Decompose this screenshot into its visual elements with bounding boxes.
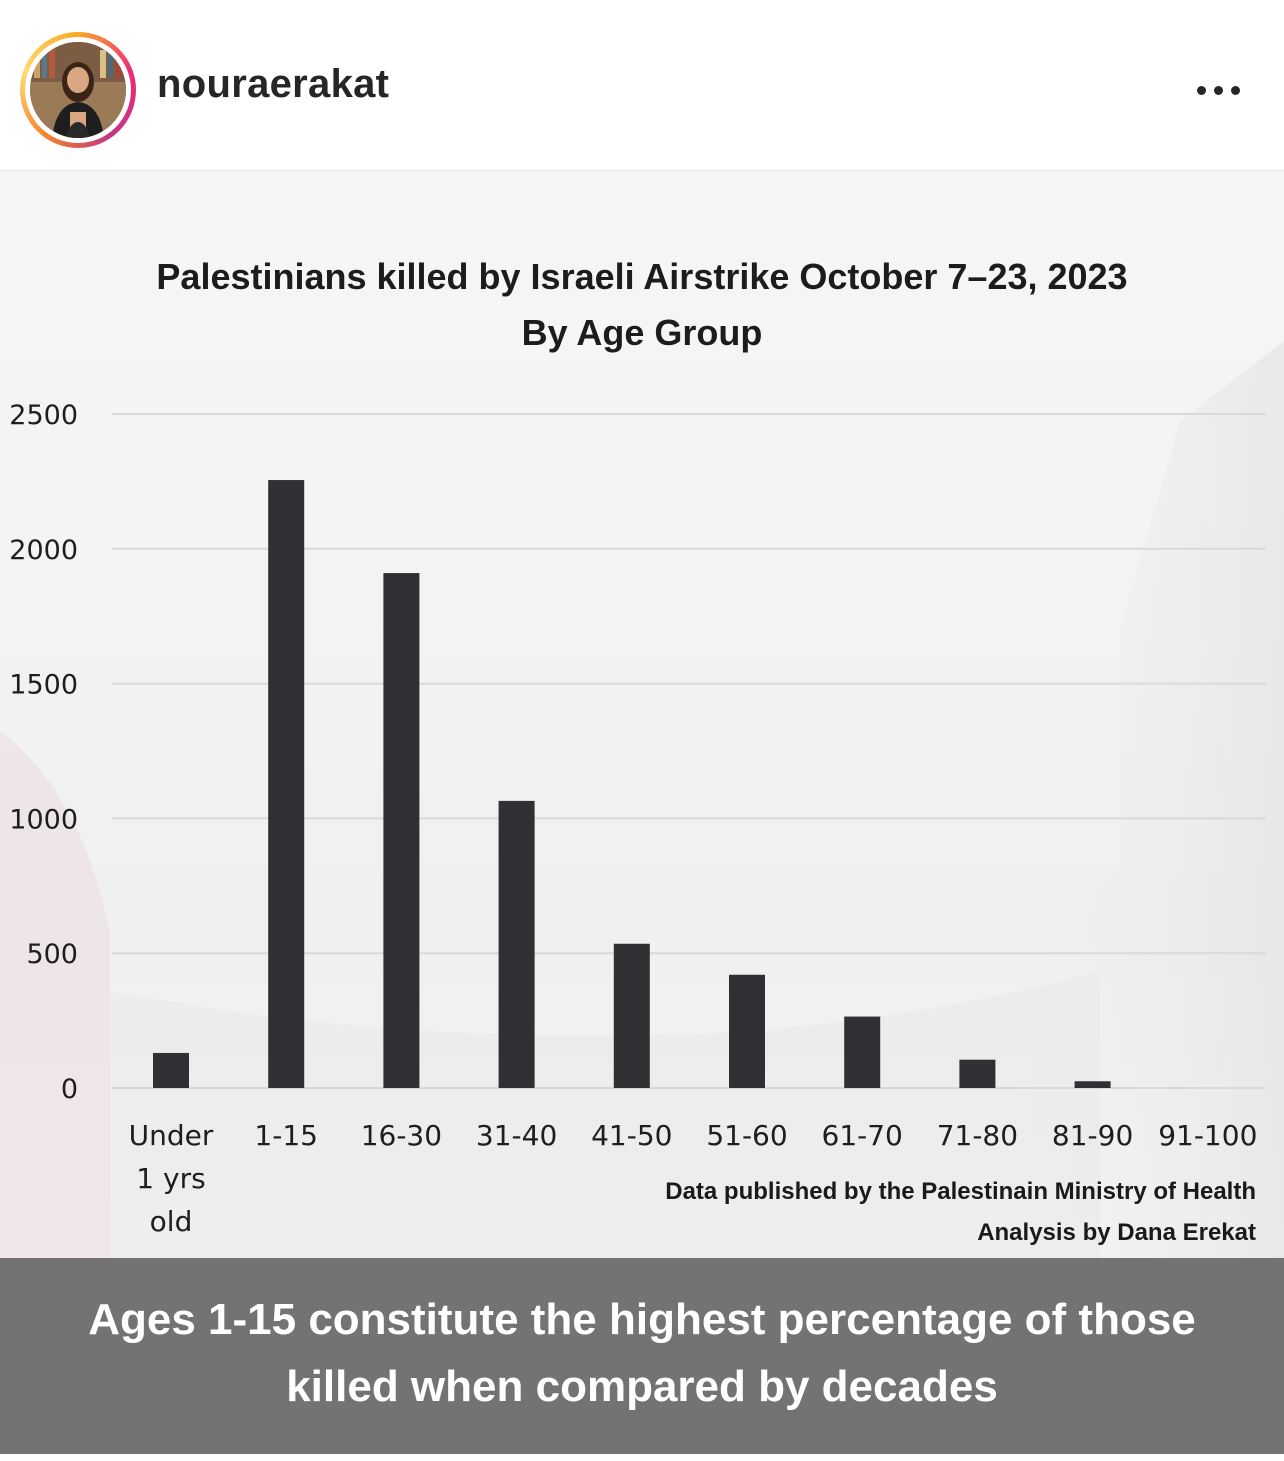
caption: Ages 1-15 constitute the highest percent…	[0, 1286, 1284, 1420]
bar	[729, 974, 765, 1088]
y-tick-label: 1000	[9, 804, 78, 835]
bar	[613, 943, 650, 1088]
profile-photo-icon	[30, 42, 126, 138]
y-tick-label: 1500	[9, 670, 78, 701]
bar	[959, 1059, 996, 1088]
x-tick-label: 1-15	[254, 1119, 318, 1152]
bar	[268, 480, 305, 1088]
x-tick-label: 81-90	[1052, 1119, 1133, 1152]
bar	[383, 573, 420, 1088]
source-line-1: Data published by the Palestinain Minist…	[665, 1178, 1256, 1205]
chart-title-line-1: Palestinians killed by Israeli Airstrike…	[156, 256, 1128, 297]
bottom-strip	[0, 1454, 1284, 1461]
chart-title: Palestinians killed by Israeli Airstrike…	[0, 249, 1284, 361]
x-tick-label: 61-70	[822, 1119, 903, 1152]
source-line-2: Analysis by Dana Erekat	[977, 1219, 1256, 1246]
y-tick-label: 2500	[9, 400, 78, 431]
x-tick-label: 51-60	[706, 1119, 787, 1152]
x-tick-label: 71-80	[937, 1119, 1018, 1152]
x-tick-label: 16-30	[361, 1119, 442, 1152]
bar	[153, 1052, 189, 1088]
x-tick-label: 1 yrs	[136, 1162, 205, 1195]
bar	[1074, 1081, 1111, 1088]
x-tick-label: 91-100	[1158, 1119, 1257, 1152]
username[interactable]: nouraerakat	[157, 62, 390, 106]
bar	[498, 800, 535, 1088]
bar-chart: 0 500 1000 1500 2000 2500 Under 1 yrs old 1-15 16-…	[9, 400, 1266, 1238]
caption-line-2: killed when compared by decades	[286, 1362, 998, 1411]
bar	[844, 1016, 881, 1088]
caption-line-1: Ages 1-15 constitute the highest percent…	[88, 1295, 1196, 1344]
chart-image: Palestinians killed by Israeli Airstrike…	[0, 171, 1284, 1258]
x-tick-label: old	[150, 1205, 193, 1238]
caption-band: Ages 1-15 constitute the highest percent…	[0, 1258, 1284, 1454]
more-options-button[interactable]	[1186, 70, 1250, 110]
story-ring[interactable]	[20, 32, 136, 148]
y-tick-label: 0	[61, 1074, 78, 1105]
x-tick-label: Under	[129, 1119, 214, 1152]
avatar[interactable]	[30, 42, 126, 138]
chart-title-line-2: By Age Group	[521, 312, 763, 353]
x-tick-label: 41-50	[591, 1119, 672, 1152]
y-tick-label: 2000	[9, 535, 78, 566]
post-header: nouraerakat	[0, 0, 1284, 171]
source-note: Data published by the Palestinain Minist…	[665, 1171, 1256, 1253]
more-horizontal-icon	[1196, 85, 1206, 95]
x-tick-label: 31-40	[476, 1119, 557, 1152]
y-tick-label: 500	[26, 939, 78, 970]
